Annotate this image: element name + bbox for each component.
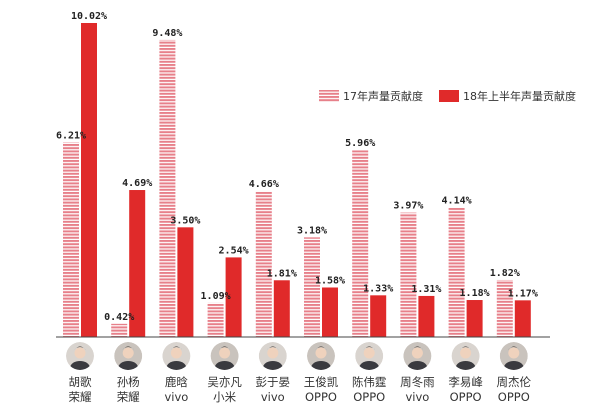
legend-item-series-1: 17年声量贡献度 [319,89,423,103]
data-label-s1-4: 4.66% [249,179,279,190]
category-name-0: 胡歌 [69,375,92,389]
avatar-9 [499,342,528,370]
data-label-s2-3: 2.54% [219,245,249,256]
data-label-s1-1: 0.42% [104,312,134,323]
category-name-2: 鹿晗 [165,375,188,389]
bar-s1-6 [352,150,369,337]
bar-s2-0 [81,23,97,337]
category-brand-6: OPPO [353,390,385,404]
bar-s1-8 [448,207,465,337]
bar-s2-6 [370,295,387,337]
legend: 17年声量贡献度 18年上半年声量贡献度 [319,89,576,103]
bar-s2-7 [418,295,435,337]
bar-s1-1 [111,323,128,337]
data-label-s1-7: 3.97% [393,201,423,212]
avatar-4 [258,342,287,370]
bar-s1-3 [207,302,224,337]
bar-s1-0 [63,142,79,337]
category-name-5: 王俊凯 [304,375,339,389]
legend-item-series-2: 18年上半年声量贡献度 [439,89,576,103]
category-brand-9: OPPO [498,390,530,404]
category-brand-4: vivo [261,390,285,404]
category-name-1: 孙杨 [117,375,140,389]
avatar-1 [114,342,143,370]
data-label-s2-4: 1.81% [267,268,297,279]
bars-group [63,23,531,338]
data-label-s2-7: 1.31% [411,284,441,295]
value-labels-group: 6.21% 10.02% 0.42% 4.69% 9.48% 3.50% 1.09% 2.54… [56,11,538,323]
data-label-s2-5: 1.58% [315,275,345,286]
category-brand-0: 荣耀 [69,390,92,404]
avatar-2 [162,342,191,370]
bar-s2-8 [466,300,483,337]
category-name-7: 周冬雨 [400,375,435,389]
bar-s1-2 [159,39,176,338]
data-label-s2-6: 1.33% [363,283,393,294]
data-label-s1-9: 1.82% [490,268,520,279]
avatar-0 [66,342,94,370]
avatar-7 [403,342,432,370]
category-name-9: 周杰伦 [497,375,532,389]
category-brand-3: 小米 [213,390,236,404]
bar-s1-4 [255,190,272,337]
data-label-s1-5: 3.18% [297,225,327,236]
bar-s2-9 [514,300,531,337]
avatar-6 [355,342,384,370]
data-label-s1-2: 9.48% [152,28,182,39]
bar-s1-9 [496,279,513,337]
data-label-s1-0: 6.21% [56,130,86,141]
avatars-group [66,342,528,370]
category-name-6: 陈伟霆 [352,375,387,389]
data-label-s2-2: 3.50% [170,215,200,226]
data-label-s2-9: 1.17% [508,288,538,299]
bar-s2-4 [273,280,290,337]
legend-label-series-2: 18年上半年声量贡献度 [463,89,576,103]
bar-s2-5 [322,287,338,337]
avatar-8 [451,342,480,370]
bar-s2-2 [177,227,194,337]
category-brand-7: vivo [405,390,429,404]
bar-s1-7 [400,212,417,337]
category-brand-1: 荣耀 [117,390,140,404]
data-label-s1-6: 5.96% [345,138,375,149]
data-label-s1-3: 1.09% [201,291,231,302]
legend-label-series-1: 17年声量贡献度 [343,89,423,103]
category-labels-group: 胡歌荣耀孙杨荣耀鹿晗vivo吴亦凡小米彭于晏vivo王俊凯OPPO陈伟霆OPPO… [69,375,532,404]
legend-swatch-series-2 [439,90,459,102]
data-label-s1-8: 4.14% [442,195,472,206]
legend-swatch-series-1 [319,90,339,102]
category-name-8: 李易峰 [448,375,483,389]
category-name-3: 吴亦凡 [207,375,242,389]
avatar-5 [307,342,335,370]
category-brand-2: vivo [164,390,188,404]
avatar-3 [210,342,239,370]
category-name-4: 彭于晏 [256,375,291,389]
data-label-s2-1: 4.69% [122,178,152,189]
category-brand-5: OPPO [305,390,337,404]
data-label-s2-8: 1.18% [460,288,490,299]
category-brand-8: OPPO [450,390,482,404]
bar-s2-3 [225,257,242,337]
data-label-s2-0: 10.02% [71,11,107,22]
bar-s1-5 [304,237,320,337]
bar-s2-1 [129,190,146,337]
